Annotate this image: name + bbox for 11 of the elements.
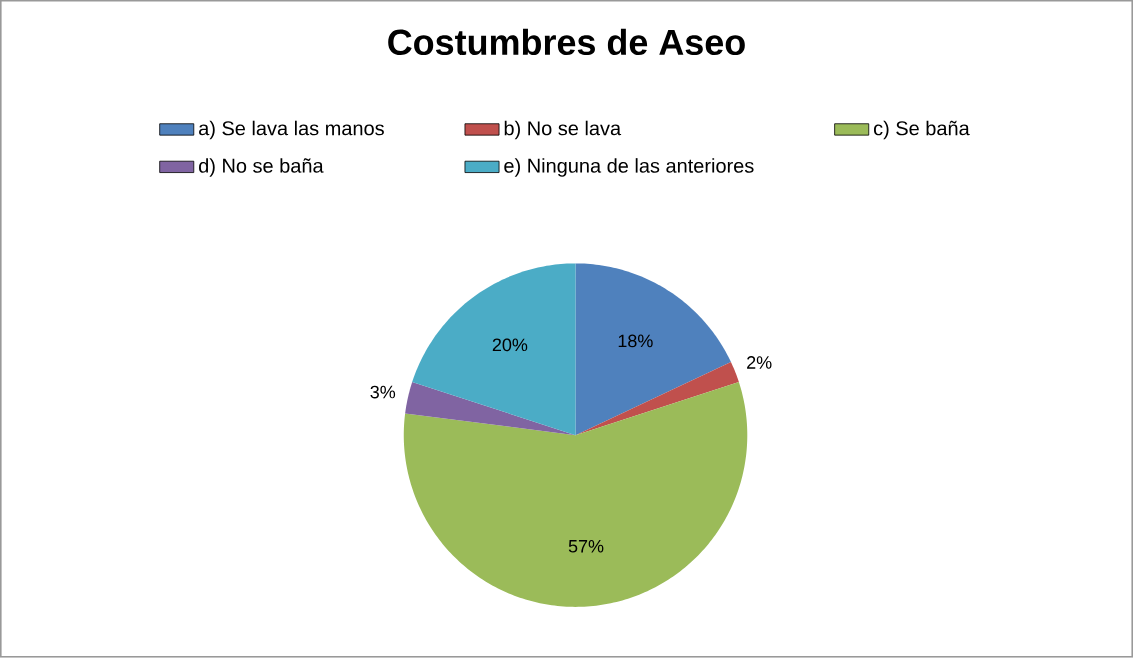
chart-title: Costumbres de Aseo — [388, 28, 745, 56]
legend-label: e) Ninguna de las anteriores — [504, 158, 754, 177]
data-label: 2% — [747, 356, 772, 369]
data-label: 20% — [492, 338, 528, 352]
legend-label: a) Se lava las manos — [199, 120, 384, 140]
data-label: 3% — [370, 385, 396, 399]
data-label: 57% — [568, 540, 604, 553]
legend-label: d) No se baña — [199, 158, 324, 177]
legend-label: c) Se baña — [873, 120, 970, 140]
legend-label: b) No se lava — [504, 120, 622, 140]
data-label: 18% — [618, 334, 653, 348]
